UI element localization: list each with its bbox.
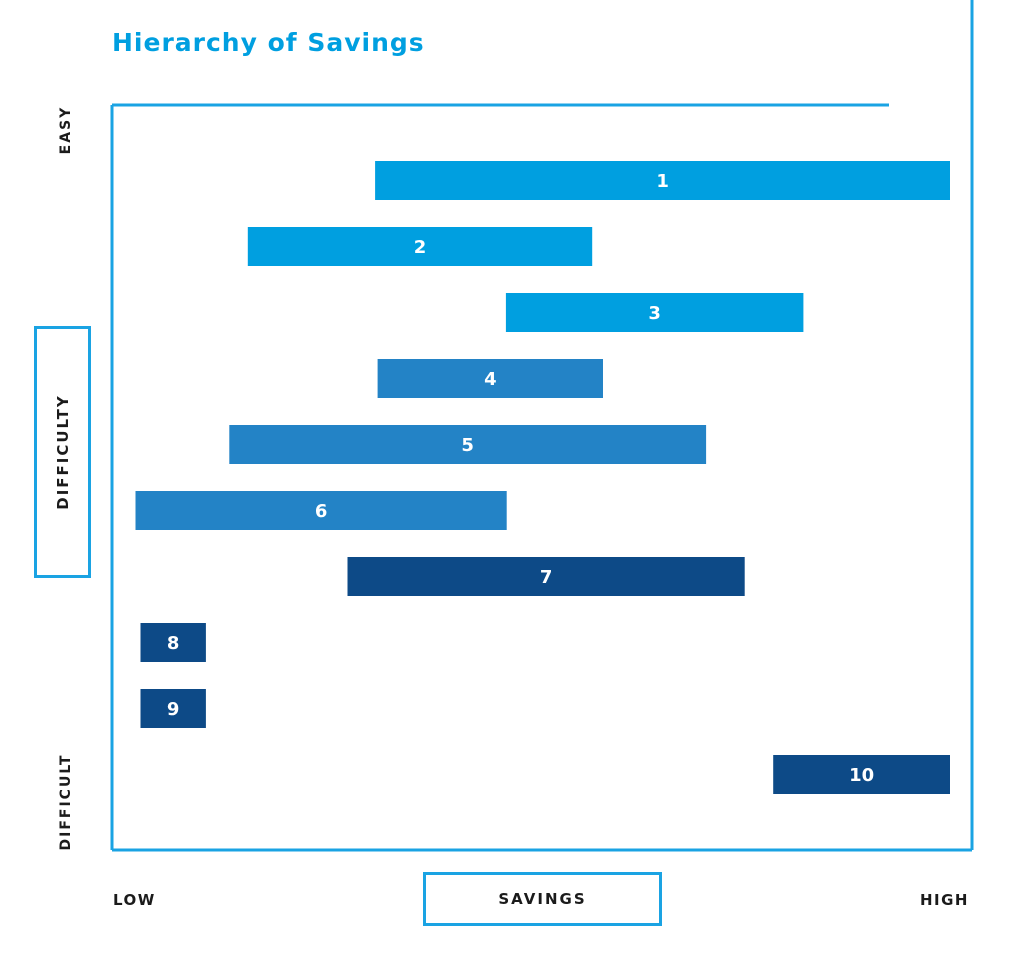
bar-7 <box>347 557 745 596</box>
bar-3 <box>505 293 804 332</box>
bar-2 <box>247 227 593 266</box>
bar-6 <box>135 491 507 530</box>
bar-label-6: 6 <box>315 501 328 522</box>
x-tick-low: LOW <box>113 891 156 909</box>
y-axis-title-box: DIFFICULTY <box>34 326 91 578</box>
bars: 1 2 3 4 5 6 7 8 9 10 <box>135 161 951 794</box>
bar-label-1: 1 <box>656 171 669 192</box>
bar-label-3: 3 <box>648 303 661 324</box>
bar-label-7: 7 <box>540 567 553 588</box>
bar-5 <box>229 425 707 464</box>
bar-label-2: 2 <box>414 237 427 258</box>
bar-label-10: 10 <box>849 765 874 786</box>
y-axis-title: DIFFICULTY <box>53 394 72 510</box>
y-tick-easy: EASY <box>58 105 74 155</box>
x-axis-title: SAVINGS <box>498 890 587 908</box>
bar-10 <box>773 755 950 794</box>
bar-4 <box>377 359 603 398</box>
bar-label-5: 5 <box>461 435 474 456</box>
bar-9 <box>140 689 206 728</box>
chart-frame <box>110 0 974 852</box>
bar-label-8: 8 <box>167 633 180 654</box>
bar-label-4: 4 <box>484 369 497 390</box>
bar-8 <box>140 623 206 662</box>
x-tick-high: HIGH <box>919 891 969 909</box>
chart-title: Hierarchy of Savings <box>112 28 425 57</box>
bar-label-9: 9 <box>167 699 180 720</box>
bar-1 <box>375 161 951 200</box>
x-axis-title-box: SAVINGS <box>423 872 662 926</box>
y-tick-difficult: DIFFICULT <box>58 753 74 851</box>
